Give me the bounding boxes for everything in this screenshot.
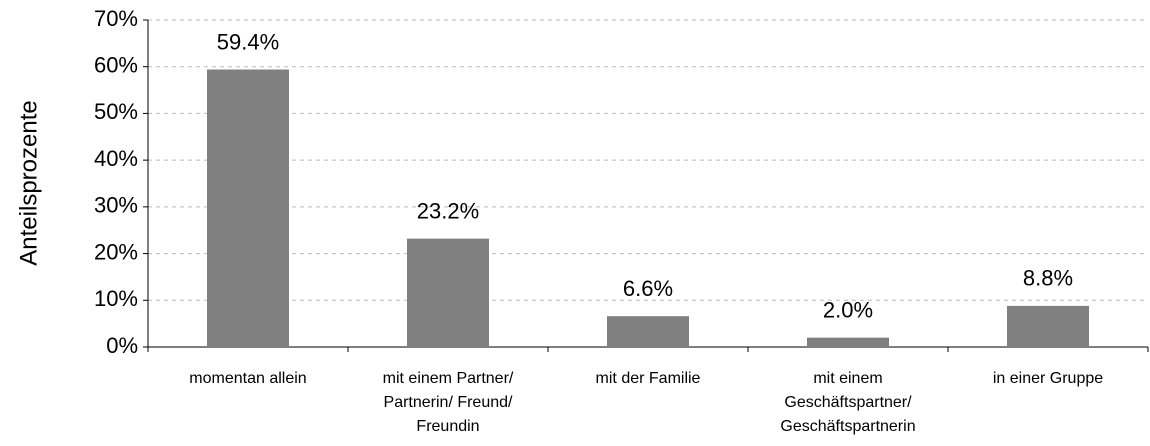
value-label: 6.6%	[623, 276, 673, 301]
value-label: 59.4%	[217, 29, 279, 54]
value-label: 2.0%	[823, 297, 873, 322]
bar	[607, 316, 689, 347]
x-tick-label: mit einem Geschäftspartner/ Geschäftspar…	[780, 370, 916, 435]
y-tick-label: 70%	[94, 6, 138, 31]
y-tick-label: 30%	[94, 193, 138, 218]
bar	[1007, 305, 1089, 347]
x-tick-label: in einer Gruppe	[992, 370, 1104, 387]
y-tick-label: 10%	[94, 286, 138, 311]
value-label: 23.2%	[417, 198, 479, 223]
y-tick-label: 50%	[94, 99, 138, 124]
x-tick-label: momentan allein	[189, 370, 307, 387]
value-label: 8.8%	[1023, 266, 1073, 291]
y-tick-label: 40%	[94, 146, 138, 171]
bar	[807, 337, 889, 347]
bar	[207, 69, 289, 347]
y-axis-label: Anteilsprozente	[15, 100, 42, 265]
x-tick-label: mit einem Partner/ Partnerin/ Freund/ Fr…	[382, 370, 514, 435]
x-tick-label: mit der Familie	[595, 370, 701, 387]
y-tick-label: 0%	[106, 333, 138, 358]
bar	[407, 238, 489, 347]
y-tick-label: 20%	[94, 239, 138, 264]
y-tick-label: 60%	[94, 53, 138, 78]
